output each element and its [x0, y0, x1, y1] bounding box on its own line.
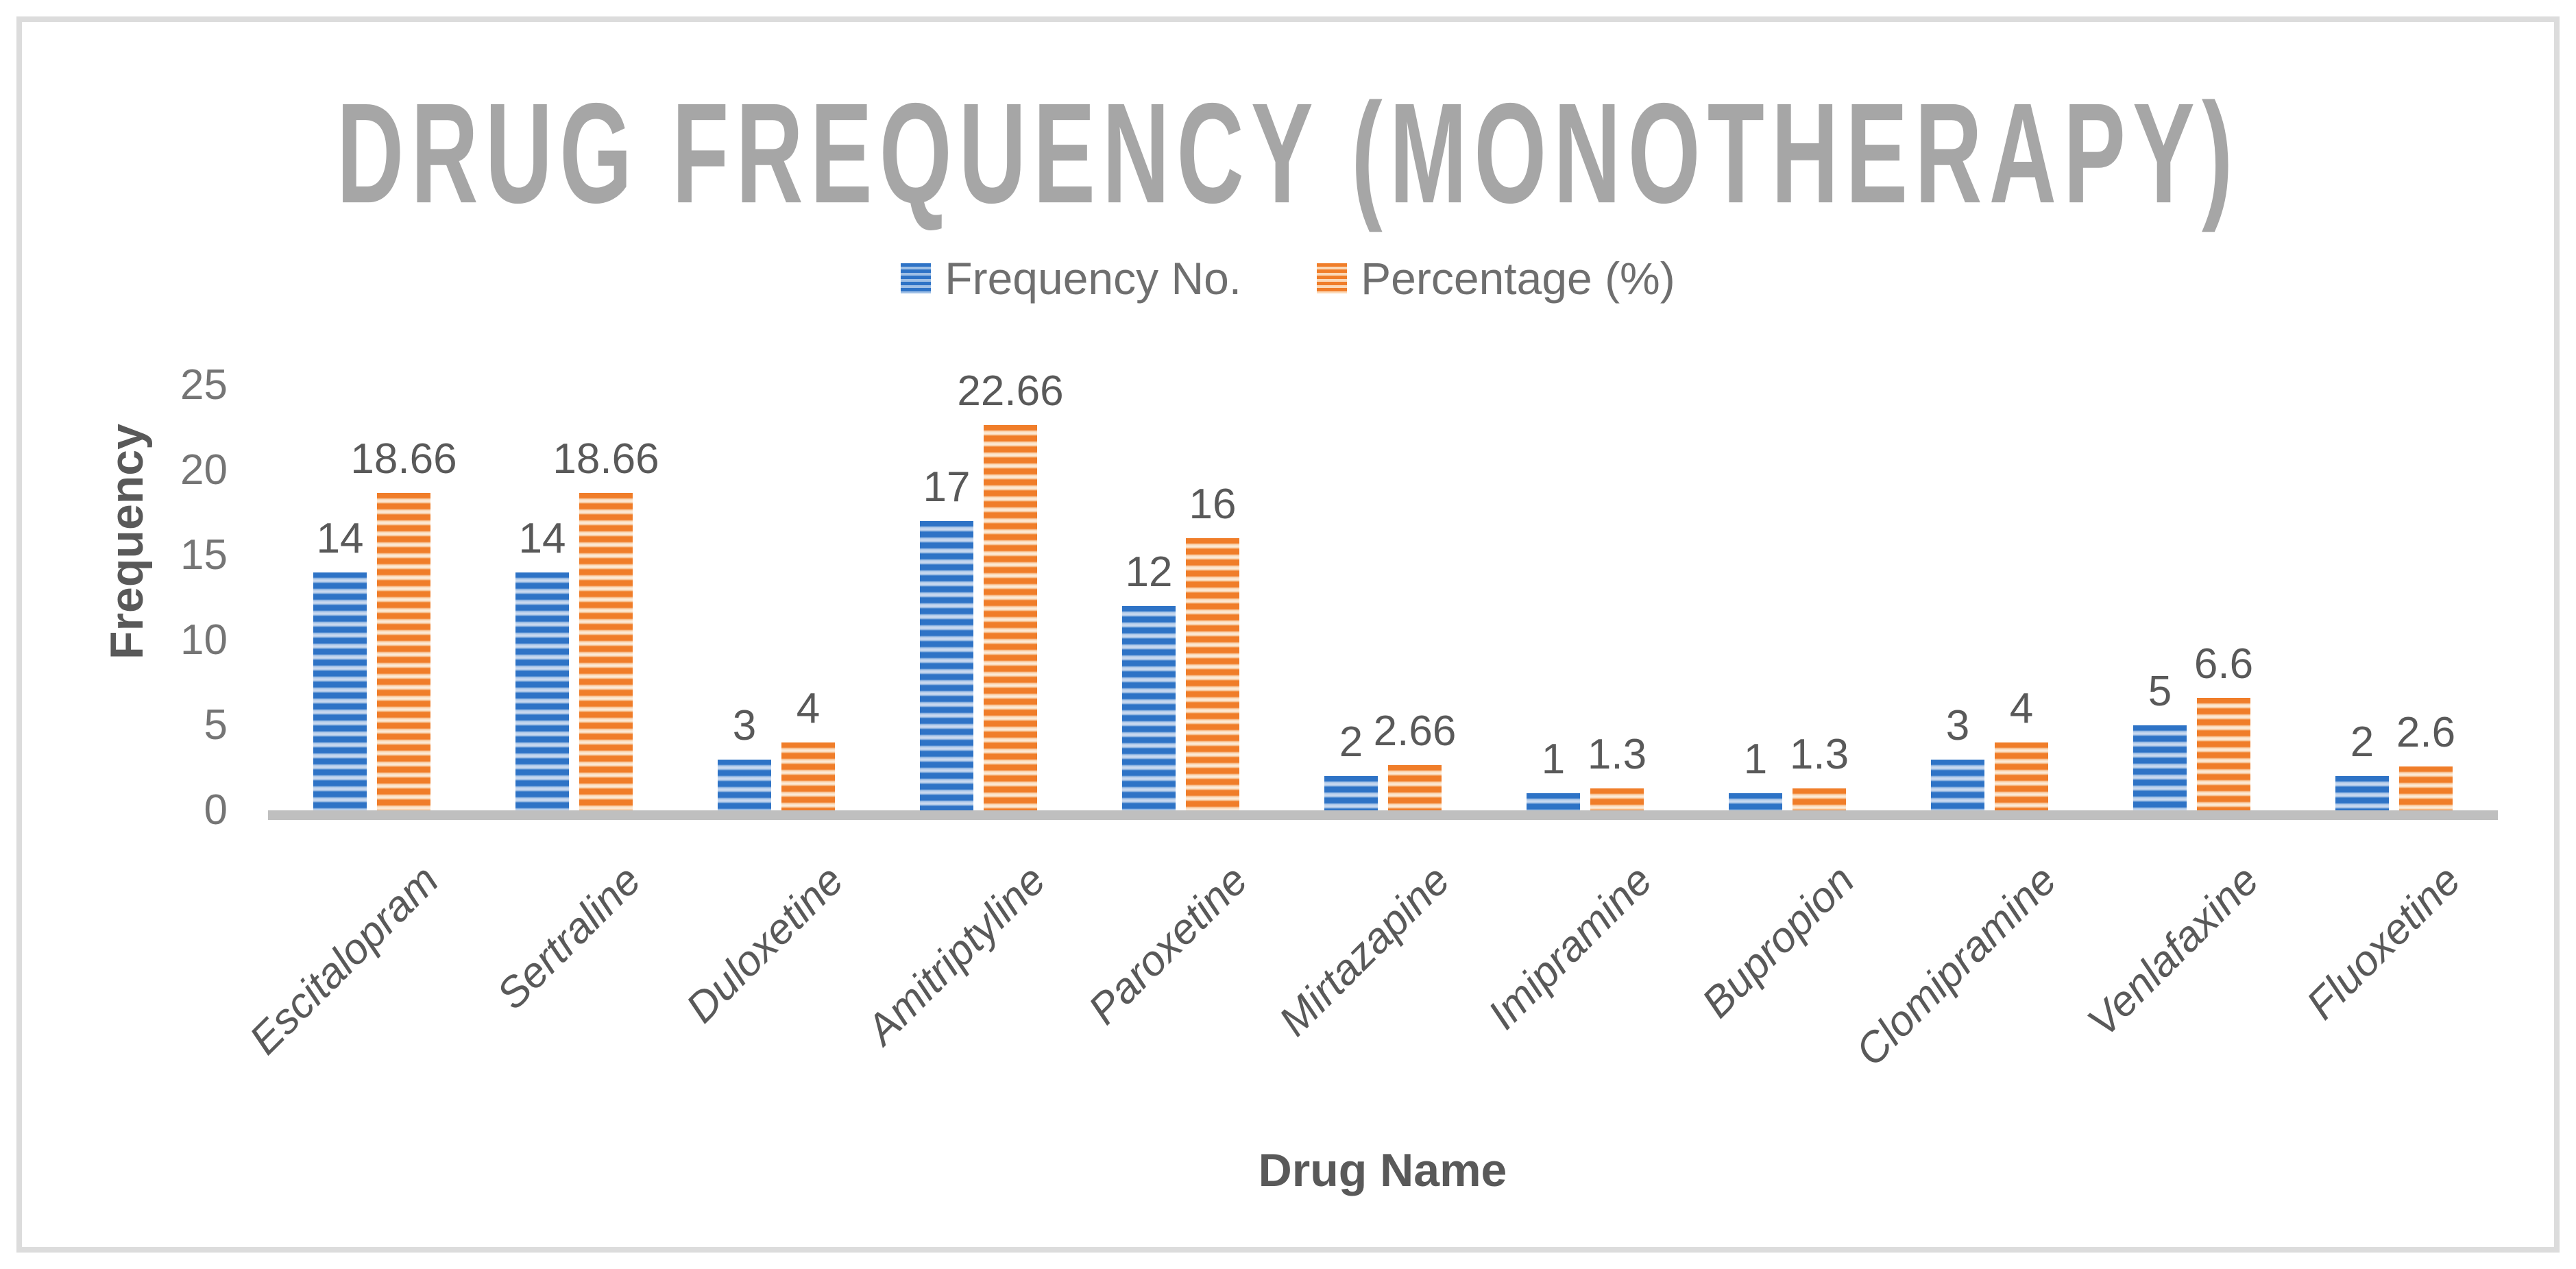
data-label: 12 — [1125, 548, 1173, 596]
bar-percentage-clomipramine — [1995, 742, 2048, 810]
bar-frequency-no-escitalopram — [313, 572, 367, 810]
x-category-label-clomipramine: Clomipramine — [1847, 856, 2066, 1076]
bar-frequency-no-paroxetine — [1122, 606, 1176, 810]
x-category-label-amitriptyline: Amitriptyline — [857, 856, 1055, 1054]
data-label: 2.66 — [1373, 708, 1457, 755]
y-tick-label: 0 — [204, 786, 228, 834]
x-category-label-escitalopram: Escitalopram — [241, 856, 448, 1064]
data-label: 2 — [2350, 718, 2374, 766]
bar-frequency-no-clomipramine — [1931, 760, 1984, 810]
bar-frequency-no-duloxetine — [718, 760, 771, 810]
bar-percentage-paroxetine — [1186, 538, 1239, 810]
bar-percentage-imipramine — [1590, 788, 1644, 810]
x-category-label-paroxetine: Paroxetine — [1080, 856, 1257, 1034]
x-category-label-bupropion: Bupropion — [1692, 856, 1864, 1027]
x-category-label-imipramine: Imipramine — [1479, 856, 1662, 1039]
data-label: 1 — [1743, 736, 1768, 783]
bar-percentage-venlafaxine — [2197, 698, 2250, 810]
bar-frequency-no-fluoxetine — [2335, 776, 2389, 810]
chart-title-area: DRUG FREQUENCY (MONOTHERAPY) — [0, 71, 2576, 233]
bar-percentage-mirtazapine — [1388, 765, 1442, 810]
bar-percentage-escitalopram — [377, 493, 430, 810]
x-category-label-fluoxetine: Fluoxetine — [2298, 856, 2470, 1029]
legend-item-percentage: Percentage (%) — [1317, 252, 1675, 304]
data-label: 22.66 — [957, 367, 1064, 415]
x-category-label-venlafaxine: Venlafaxine — [2078, 856, 2268, 1046]
y-tick-label: 5 — [204, 701, 228, 749]
legend-swatch-percentage-icon — [1317, 263, 1348, 293]
y-tick-label: 20 — [180, 446, 228, 494]
data-label: 1 — [1541, 736, 1566, 783]
legend-item-frequency: Frequency No. — [901, 252, 1241, 304]
data-label: 2.6 — [2396, 709, 2456, 756]
bar-frequency-no-venlafaxine — [2133, 725, 2187, 810]
bar-frequency-no-bupropion — [1729, 793, 1782, 810]
data-label: 3 — [732, 702, 757, 749]
bar-percentage-fluoxetine — [2399, 766, 2453, 810]
x-axis-baseline — [268, 810, 2498, 820]
data-label: 1.3 — [1789, 731, 1849, 778]
data-label: 6.6 — [2194, 640, 2254, 688]
legend-label-percentage: Percentage (%) — [1361, 253, 1675, 304]
data-label: 1.3 — [1587, 731, 1647, 778]
bar-frequency-no-mirtazapine — [1324, 776, 1378, 810]
data-label: 18.66 — [552, 435, 659, 483]
x-category-label-sertraline: Sertraline — [488, 856, 651, 1019]
y-tick-label: 10 — [180, 616, 228, 664]
x-axis-title: Drug Name — [1258, 1144, 1507, 1196]
chart-title: DRUG FREQUENCY (MONOTHERAPY) — [336, 73, 2240, 233]
legend: Frequency No. Percentage (%) — [0, 252, 2576, 304]
y-tick-label: 25 — [180, 361, 228, 409]
data-label: 5 — [2148, 668, 2172, 715]
legend-swatch-frequency-icon — [901, 263, 932, 293]
data-label: 16 — [1189, 481, 1237, 528]
bar-percentage-bupropion — [1793, 788, 1846, 810]
data-label: 17 — [923, 463, 971, 511]
bar-percentage-amitriptyline — [984, 425, 1037, 810]
data-label: 4 — [796, 685, 821, 732]
data-label: 3 — [1945, 702, 1970, 749]
x-category-label-duloxetine: Duloxetine — [677, 856, 853, 1032]
x-category-label-mirtazapine: Mirtazapine — [1270, 856, 1459, 1046]
bar-percentage-duloxetine — [781, 742, 835, 810]
bar-percentage-sertraline — [579, 493, 633, 810]
y-tick-label: 15 — [180, 531, 228, 579]
legend-label-frequency: Frequency No. — [945, 253, 1242, 304]
data-label: 18.66 — [350, 435, 457, 483]
bar-frequency-no-imipramine — [1527, 793, 1580, 810]
bar-frequency-no-sertraline — [515, 572, 569, 810]
data-label: 14 — [316, 515, 364, 562]
data-label: 4 — [2009, 685, 2034, 732]
data-label: 14 — [518, 515, 566, 562]
data-label: 2 — [1339, 718, 1363, 766]
bar-frequency-no-amitriptyline — [920, 521, 973, 810]
